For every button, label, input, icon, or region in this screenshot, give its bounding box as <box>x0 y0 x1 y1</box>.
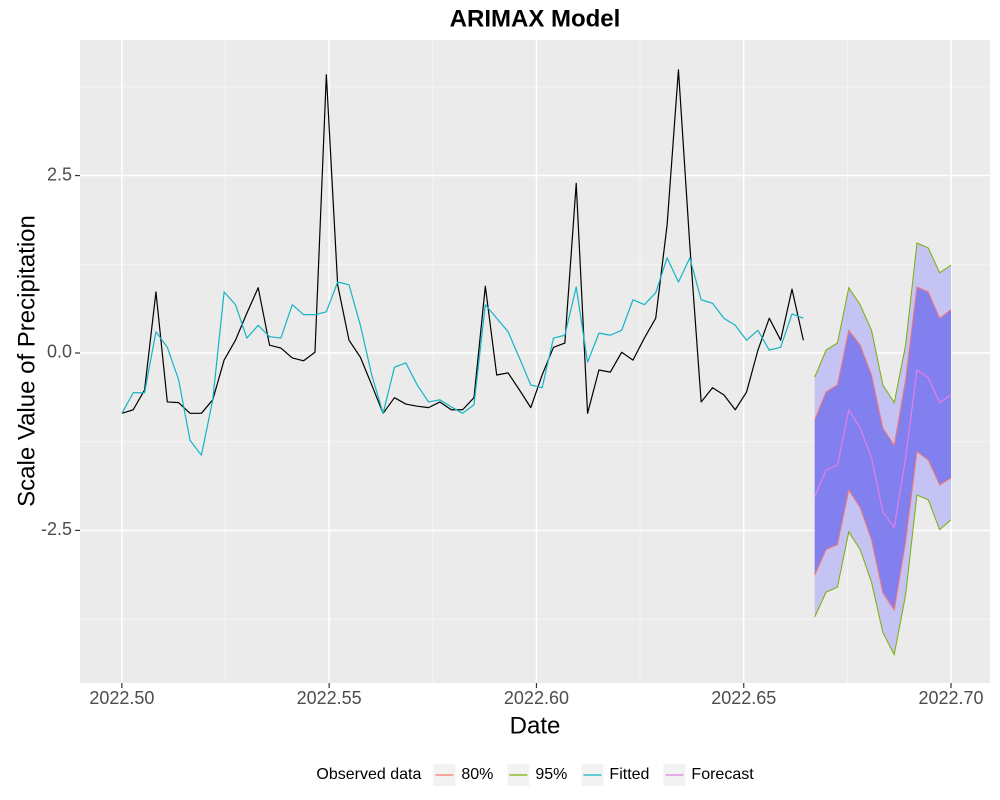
x-axis-title: Date <box>510 712 561 739</box>
band-lower-edge <box>814 494 952 657</box>
legend-label: 80% <box>461 766 493 783</box>
legend-label: Fitted <box>609 766 649 783</box>
x-tick-label: 2022.60 <box>504 688 569 708</box>
band-area <box>814 286 952 610</box>
x-tick-label: 2022.70 <box>918 688 983 708</box>
y-tick-label: 0.0 <box>47 342 72 362</box>
y-tick-label: -2.5 <box>41 519 72 539</box>
y-tick-label: 2.5 <box>47 164 72 184</box>
band-lower-edge <box>814 450 952 612</box>
band-upper-edge <box>814 242 952 404</box>
series-line <box>814 369 952 529</box>
chart-title: ARIMAX Model <box>450 5 621 32</box>
band-upper-edge <box>814 286 952 447</box>
x-tick-label: 2022.55 <box>297 688 362 708</box>
series-line <box>121 69 804 414</box>
series-line <box>121 257 804 456</box>
legend-title: Observed data <box>316 766 421 783</box>
y-axis-title: Scale Value of Precipitation <box>13 215 40 507</box>
legend: Observed data 80% 95% Fitted Forecast <box>316 764 754 786</box>
x-tick-label: 2022.65 <box>711 688 776 708</box>
x-tick-label: 2022.50 <box>89 688 154 708</box>
legend-label: Forecast <box>691 766 754 783</box>
legend-label: 95% <box>535 766 567 783</box>
